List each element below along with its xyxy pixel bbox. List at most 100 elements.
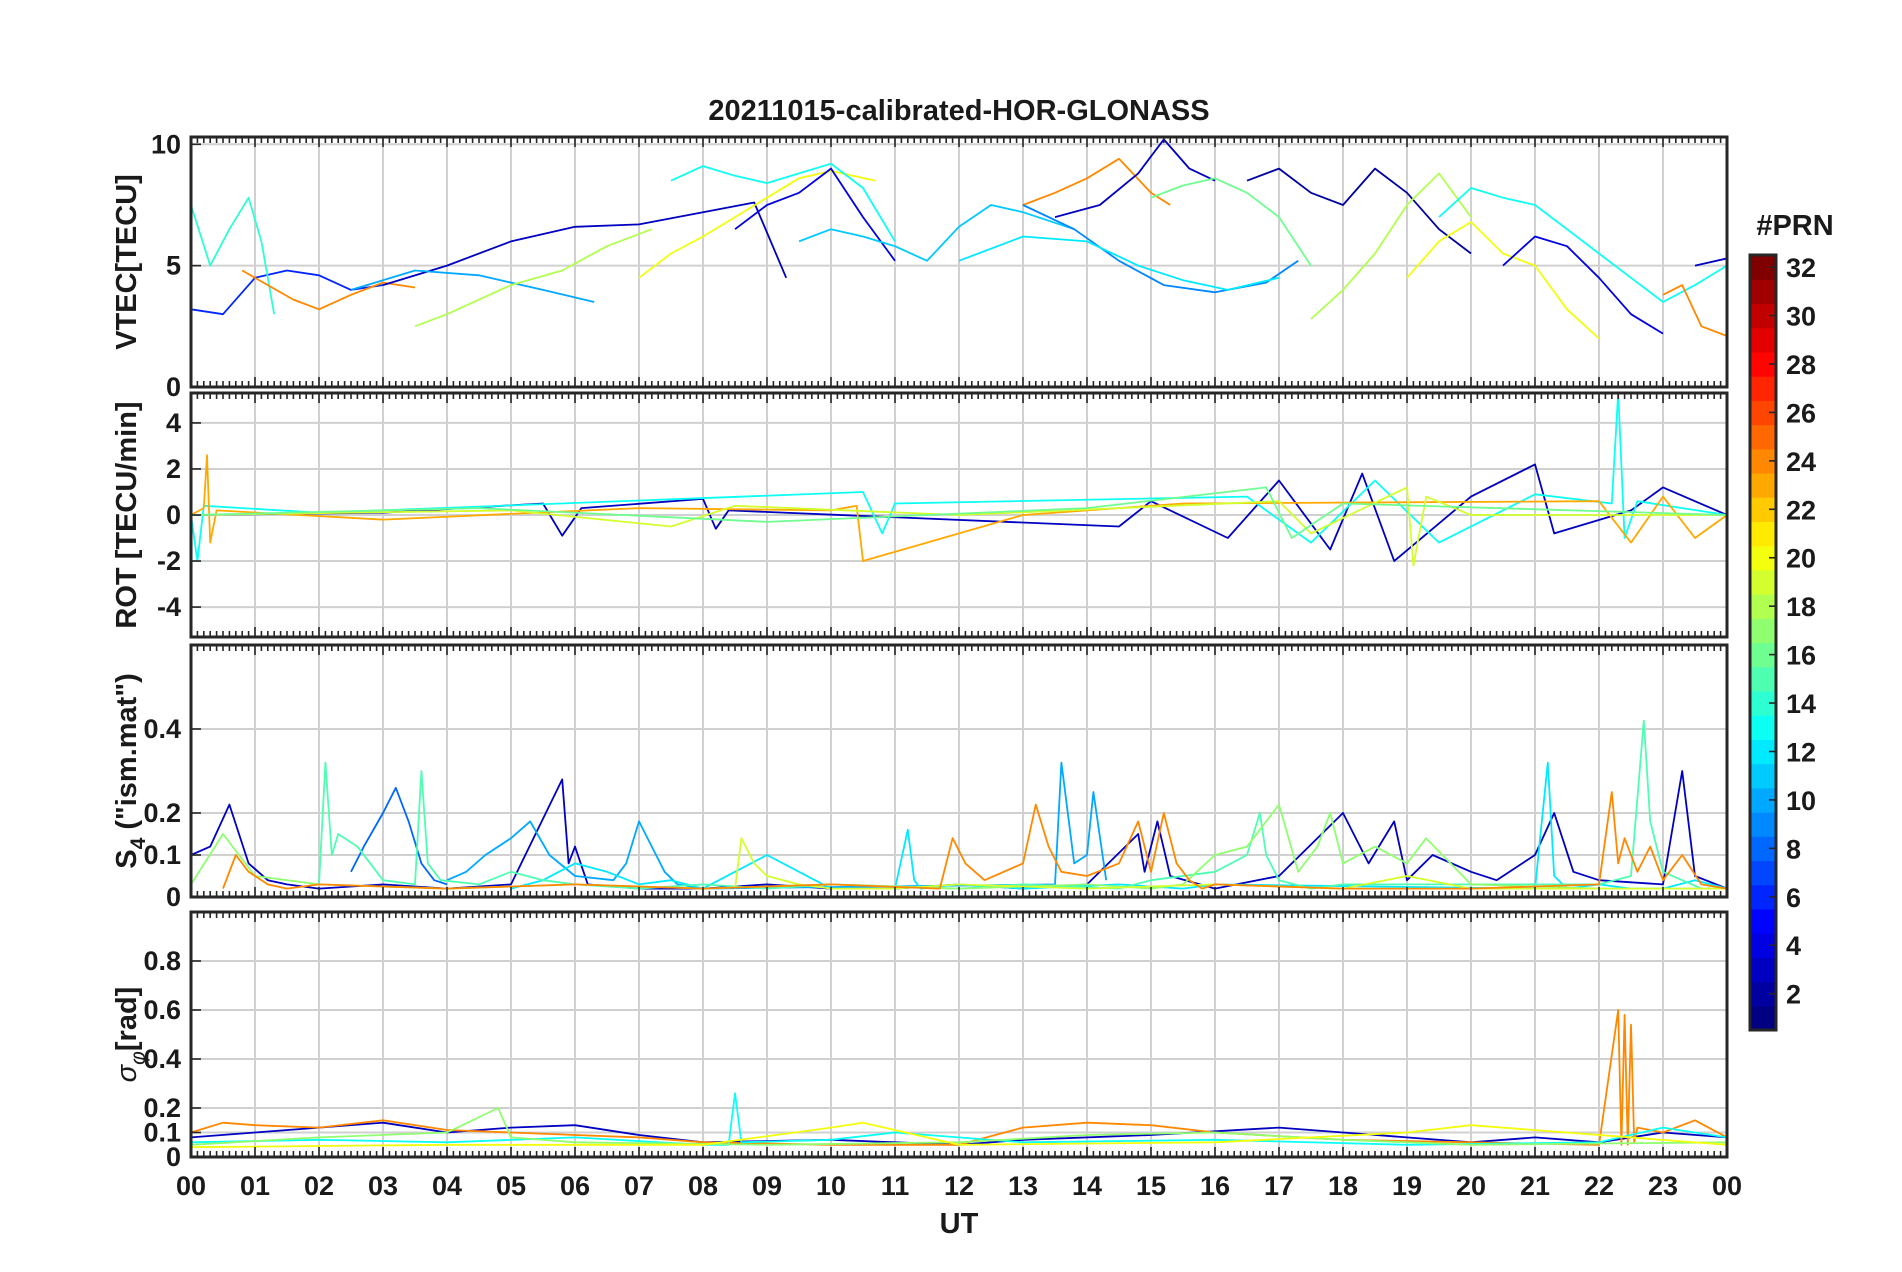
x-tick-label: 15 — [1136, 1171, 1166, 1201]
colorbar-tick-label: 6 — [1786, 883, 1801, 913]
panel-vtec: 0 5 10 VTEC[TECU] — [111, 129, 1729, 402]
x-tick-label: 20 — [1456, 1171, 1486, 1201]
series-line-prn-13 — [191, 393, 1727, 562]
x-tick-label: 14 — [1072, 1171, 1102, 1201]
series-line-prn-17 — [191, 1107, 1727, 1146]
colorbar-tick-label: 32 — [1786, 253, 1816, 283]
colorbar-frame — [1748, 253, 1778, 1032]
series-line-prn-24 — [241, 269, 416, 311]
x-minor-ticks — [196, 393, 1722, 637]
colorbar-segment — [1750, 569, 1776, 595]
colorbar-tick-label: 18 — [1786, 592, 1816, 622]
x-tick-label: 17 — [1264, 1171, 1294, 1201]
series-line-prn-13 — [1438, 187, 1727, 303]
colorbar-tick-label: 12 — [1786, 737, 1816, 767]
series-line-prn-8 — [350, 786, 448, 886]
y-axis-label-sigphi: σφ[rad] — [111, 987, 150, 1083]
x-tick-label: 04 — [432, 1171, 462, 1201]
series-line-prn-19 — [191, 486, 1727, 567]
colorbar-segment — [1750, 860, 1776, 886]
colorbar-segment — [1750, 376, 1776, 401]
colorbar-tick-label: 24 — [1786, 447, 1816, 477]
y-tick-label: 10 — [151, 129, 181, 159]
x-tick-label: 05 — [496, 1171, 526, 1201]
series-line-prn-18 — [1310, 172, 1472, 320]
x-tick-label: 18 — [1328, 1171, 1358, 1201]
y-tick-label: 0.2 — [143, 1093, 181, 1123]
series-group — [191, 719, 1727, 890]
y-axis-label-vtec: VTEC[TECU] — [111, 174, 143, 350]
colorbar-tick-label: 14 — [1786, 689, 1816, 719]
colorbar-tick-label: 16 — [1786, 641, 1816, 671]
y-tick-label: 0 — [166, 500, 181, 530]
x-tick-label: 01 — [240, 1171, 270, 1201]
series-line-prn-10 — [446, 761, 1108, 890]
panel-rot: -4 -2 0 2 4 ROT [TECU/min] — [111, 391, 1729, 639]
x-tick-label: 06 — [560, 1171, 590, 1201]
panel-s4: 0 0.1 0.2 0.4S4 ("ism.mat") — [111, 643, 1729, 912]
series-line-prn-4 — [734, 167, 896, 262]
y-tick-label: 4 — [166, 408, 181, 438]
y-axis-label-s4: S4 ("ism.mat") — [111, 673, 150, 869]
y-tick-label: -2 — [157, 546, 181, 576]
x-tick-label: 08 — [688, 1171, 718, 1201]
y-tick-label: 0 — [166, 372, 181, 402]
chart-title: 20211015-calibrated-HOR-GLONASS — [708, 95, 1209, 127]
colorbar-segment — [1750, 618, 1776, 644]
series-line-prn-20 — [1406, 221, 1600, 340]
series-line-prn-23 — [191, 454, 1727, 562]
x-tick-label: 09 — [752, 1171, 782, 1201]
series-line-prn-16 — [1150, 177, 1312, 267]
series-group — [191, 393, 1727, 567]
y-tick-label: 5 — [166, 251, 181, 281]
series-group — [191, 1009, 1727, 1149]
x-tick-label: 22 — [1584, 1171, 1614, 1201]
x-minor-ticks — [196, 912, 1722, 1157]
colorbar-tick-label: 22 — [1786, 495, 1816, 525]
x-tick-label: 07 — [624, 1171, 654, 1201]
y-tick-label: -4 — [157, 592, 181, 622]
series-group — [191, 138, 1727, 340]
colorbar-segment — [1750, 908, 1776, 934]
colorbar-segment — [1750, 521, 1776, 547]
series-line-prn-13 — [670, 162, 896, 242]
colorbar-tick-label: 4 — [1786, 931, 1801, 961]
x-tick-label: 10 — [816, 1171, 846, 1201]
series-line-prn-3 — [382, 201, 788, 286]
y-tick-label: 2 — [166, 454, 181, 484]
series-line-prn-24 — [1662, 284, 1727, 337]
series-line-prn-3 — [1694, 257, 1727, 267]
series-line-prn-19 — [734, 837, 1727, 890]
x-tick-label: 11 — [881, 1171, 910, 1201]
colorbar-tick-label: 10 — [1786, 786, 1816, 816]
x-tick-label: 19 — [1392, 1171, 1422, 1201]
x-tick-label: 16 — [1200, 1171, 1230, 1201]
series-line-prn-10 — [350, 269, 595, 303]
series-line-prn-24 — [222, 791, 1727, 890]
series-line-prn-24 — [191, 1009, 1727, 1146]
x-tick-label: 00 — [176, 1171, 206, 1201]
x-minor-ticks — [196, 137, 1722, 387]
x-minor-ticks — [196, 645, 1722, 897]
x-tick-label: 23 — [1648, 1171, 1678, 1201]
colorbar-segment — [1750, 763, 1776, 789]
y-tick-label: 0.6 — [143, 995, 181, 1025]
x-tick-label: 03 — [368, 1171, 398, 1201]
y-tick-label: 0.1 — [143, 1118, 181, 1148]
y-tick-label: 0 — [166, 882, 181, 912]
y-tick-label: 0.1 — [143, 840, 181, 870]
y-tick-label: 0.4 — [143, 714, 181, 744]
colorbar-segment — [1750, 1005, 1776, 1031]
colorbar-segment — [1750, 424, 1776, 450]
colorbar-tick-label: 2 — [1786, 980, 1801, 1010]
series-line-prn-3 — [1054, 138, 1216, 218]
series-line-prn-4 — [1502, 235, 1664, 335]
x-tick-label: 21 — [1520, 1171, 1550, 1201]
y-axis-label-rot: ROT [TECU/min] — [111, 401, 143, 628]
colorbar-segment — [1750, 715, 1776, 740]
series-line-prn-12 — [958, 235, 1280, 291]
x-tick-label: 00 — [1712, 1171, 1742, 1201]
